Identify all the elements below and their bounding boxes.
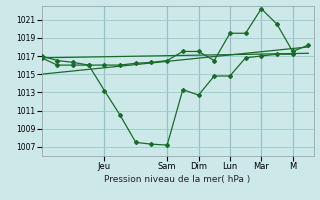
X-axis label: Pression niveau de la mer( hPa ): Pression niveau de la mer( hPa ) [104, 175, 251, 184]
